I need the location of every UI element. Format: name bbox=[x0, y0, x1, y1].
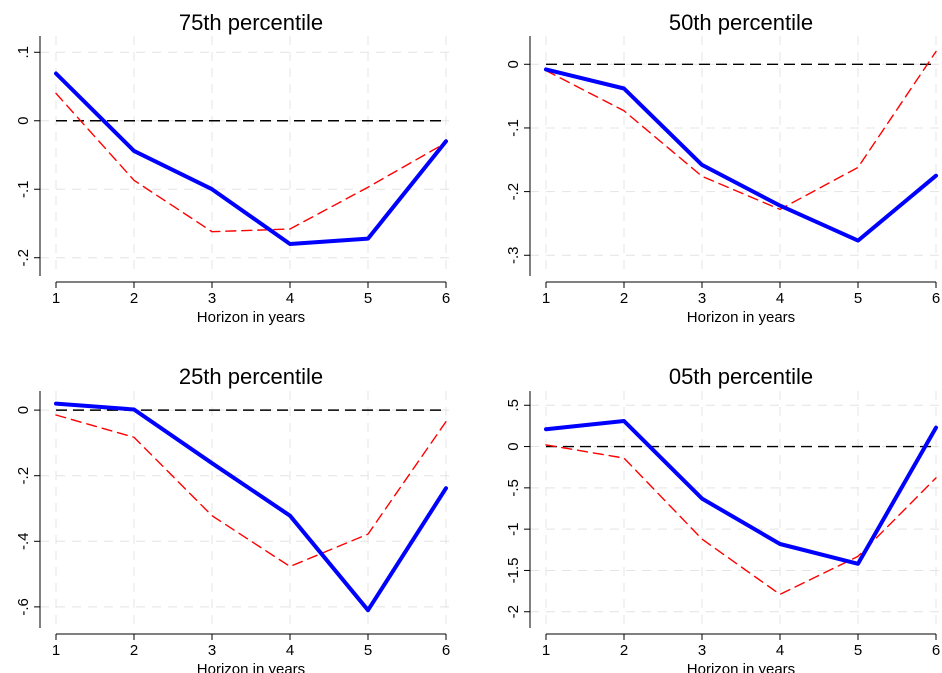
x-axis-label: Horizon in years bbox=[687, 309, 795, 326]
panel-title: 75th percentile bbox=[179, 10, 323, 35]
y-tick-label: 0 bbox=[15, 117, 32, 125]
x-tick-label: 6 bbox=[442, 290, 450, 307]
y-tick-label: .5 bbox=[505, 399, 522, 412]
y-tick-label: -1.5 bbox=[505, 558, 522, 584]
x-tick-label: 1 bbox=[52, 642, 60, 659]
y-tick-label: 0 bbox=[505, 60, 522, 68]
y-tick-label: -.2 bbox=[505, 183, 522, 201]
x-tick-label: 1 bbox=[542, 290, 550, 307]
chart-panel-50th: 50th percentile 0 -.1 -.2 -.3 1 2 3 4 5 6 Horizon i… bbox=[505, 10, 942, 326]
y-tick-label: .1 bbox=[15, 46, 32, 59]
x-tick-label: 3 bbox=[698, 290, 706, 307]
x-axis-label: Horizon in years bbox=[197, 309, 305, 326]
x-tick-label: 6 bbox=[932, 642, 940, 659]
series-line-blue-solid bbox=[544, 419, 938, 566]
x-tick-label: 6 bbox=[932, 290, 940, 307]
y-tick-label: -1 bbox=[505, 522, 522, 535]
y-tick-label: -.6 bbox=[15, 598, 32, 616]
x-tick-label: 5 bbox=[854, 642, 862, 659]
y-tick-label: 0 bbox=[505, 442, 522, 450]
y-tick-label: -2 bbox=[505, 605, 522, 618]
x-tick-label: 4 bbox=[776, 290, 784, 307]
x-tick-label: 4 bbox=[286, 642, 294, 659]
x-tick-label: 2 bbox=[130, 642, 138, 659]
x-tick-label: 3 bbox=[698, 642, 706, 659]
x-axis-label: Horizon in years bbox=[197, 661, 305, 673]
series-line-blue-solid bbox=[544, 67, 938, 243]
y-tick-label: -.2 bbox=[15, 249, 32, 267]
x-tick-label: 4 bbox=[286, 290, 294, 307]
y-tick-label: 0 bbox=[15, 406, 32, 414]
x-tick-label: 3 bbox=[208, 290, 216, 307]
y-tick-label: -.2 bbox=[15, 467, 32, 485]
x-tick-label: 2 bbox=[620, 642, 628, 659]
series-line-blue-solid bbox=[54, 401, 448, 613]
y-tick-label: -.5 bbox=[505, 479, 522, 497]
x-tick-label: 6 bbox=[442, 642, 450, 659]
series-line-red-dashed bbox=[55, 414, 447, 568]
chart-panel-25th: 25th percentile 0 -.2 -.4 -.6 1 2 3 4 5 6 Horizon i… bbox=[15, 364, 454, 673]
y-tick-label: -.4 bbox=[15, 533, 32, 551]
series-line-red-dashed bbox=[55, 92, 447, 233]
series-line-blue-solid bbox=[54, 71, 448, 246]
chart-panel-05th: 05th percentile .5 0 -.5 -1 -1.5 -2 1 2 3 4 5 6 Horiz… bbox=[505, 364, 942, 673]
x-tick-label: 1 bbox=[542, 642, 550, 659]
x-tick-label: 1 bbox=[52, 290, 60, 307]
x-tick-label: 5 bbox=[364, 290, 372, 307]
x-tick-label: 2 bbox=[620, 290, 628, 307]
y-tick-label: -.3 bbox=[505, 247, 522, 265]
y-tick-label: -.1 bbox=[505, 119, 522, 137]
x-tick-label: 2 bbox=[130, 290, 138, 307]
x-axis-label: Horizon in years bbox=[687, 661, 795, 673]
x-tick-label: 4 bbox=[776, 642, 784, 659]
panel-title: 50th percentile bbox=[669, 10, 813, 35]
x-tick-label: 5 bbox=[364, 642, 372, 659]
x-tick-label: 5 bbox=[854, 290, 862, 307]
y-tick-label: -.1 bbox=[15, 180, 32, 198]
x-tick-label: 3 bbox=[208, 642, 216, 659]
panel-title: 05th percentile bbox=[669, 364, 813, 389]
series-line-red-dashed bbox=[545, 50, 937, 211]
chart-panel-75th: 75th percentile .1 0 -.1 -.2 1 2 3 4 5 6 Horizon in… bbox=[15, 10, 454, 326]
panel-title: 25th percentile bbox=[179, 364, 323, 389]
